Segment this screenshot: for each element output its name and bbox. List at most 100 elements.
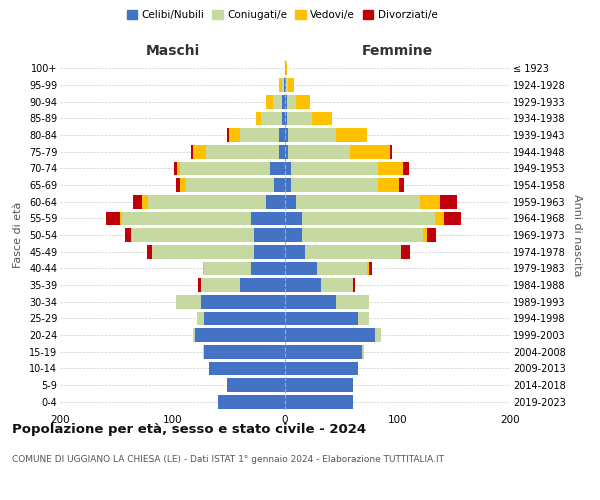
Bar <box>287 112 312 125</box>
Bar <box>131 228 132 242</box>
Bar <box>427 228 436 242</box>
Bar <box>240 278 285 292</box>
Bar <box>285 278 321 292</box>
Bar <box>285 262 317 275</box>
Bar <box>302 228 424 242</box>
Text: COMUNE DI UGGIANO LA CHIESA (LE) - Dati ISTAT 1° gennaio 2024 - Elaborazione TUT: COMUNE DI UGGIANO LA CHIESA (LE) - Dati … <box>12 455 444 464</box>
Bar <box>440 195 457 208</box>
Bar <box>195 328 285 342</box>
Bar <box>204 312 285 325</box>
Bar <box>302 212 434 225</box>
Bar <box>203 262 204 275</box>
Bar <box>379 178 398 192</box>
Bar <box>206 145 280 158</box>
Bar <box>296 95 310 108</box>
Bar <box>240 128 280 142</box>
Bar <box>285 312 358 325</box>
Bar <box>287 95 296 108</box>
Bar <box>197 312 204 325</box>
Bar <box>285 78 286 92</box>
Bar <box>256 112 262 125</box>
Bar <box>443 212 461 225</box>
Bar <box>176 178 181 192</box>
Bar <box>272 95 281 108</box>
Bar <box>271 162 285 175</box>
Bar <box>181 178 186 192</box>
Bar <box>262 112 281 125</box>
Bar <box>285 178 290 192</box>
Text: Femmine: Femmine <box>362 44 433 58</box>
Bar <box>289 128 335 142</box>
Bar <box>367 262 370 275</box>
Bar <box>142 195 148 208</box>
Bar <box>361 345 364 358</box>
Bar <box>285 345 361 358</box>
Bar <box>285 195 296 208</box>
Y-axis label: Fasce di età: Fasce di età <box>13 202 23 268</box>
Bar <box>227 378 285 392</box>
Bar <box>186 178 274 192</box>
Bar <box>280 145 285 158</box>
Bar <box>285 95 287 108</box>
Bar <box>285 378 353 392</box>
Bar <box>148 195 266 208</box>
Bar <box>191 145 193 158</box>
Bar <box>193 145 206 158</box>
Bar <box>289 145 350 158</box>
Legend: Celibi/Nubili, Coniugati/e, Vedovi/e, Divorziati/e: Celibi/Nubili, Coniugati/e, Vedovi/e, Di… <box>125 8 439 22</box>
Bar <box>200 295 285 308</box>
Bar <box>266 195 285 208</box>
Bar <box>177 162 181 175</box>
Bar <box>173 162 177 175</box>
Bar <box>106 212 119 225</box>
Bar <box>290 162 379 175</box>
Bar <box>285 295 335 308</box>
Y-axis label: Anni di nascita: Anni di nascita <box>572 194 583 276</box>
Bar <box>335 295 370 308</box>
Bar <box>285 162 290 175</box>
Bar <box>251 262 285 275</box>
Bar <box>176 295 200 308</box>
Bar <box>285 228 302 242</box>
Bar <box>403 162 409 175</box>
Bar <box>251 212 285 225</box>
Bar <box>285 62 287 75</box>
Bar <box>199 278 200 292</box>
Bar <box>286 78 289 92</box>
Bar <box>280 128 285 142</box>
Bar <box>204 345 285 358</box>
Bar <box>375 328 380 342</box>
Bar <box>317 262 367 275</box>
Bar <box>401 245 410 258</box>
Bar <box>218 395 285 408</box>
Text: Popolazione per età, sesso e stato civile - 2024: Popolazione per età, sesso e stato civil… <box>12 422 366 436</box>
Bar <box>285 328 375 342</box>
Text: Maschi: Maschi <box>145 44 200 58</box>
Bar <box>281 78 284 92</box>
Bar <box>353 278 355 292</box>
Bar <box>119 212 122 225</box>
Bar <box>254 245 285 258</box>
Bar <box>285 212 302 225</box>
Bar <box>321 278 353 292</box>
Bar <box>152 245 254 258</box>
Bar <box>193 328 195 342</box>
Bar <box>266 95 272 108</box>
Bar <box>281 112 285 125</box>
Bar <box>285 245 305 258</box>
Bar <box>424 228 427 242</box>
Bar <box>289 78 294 92</box>
Bar <box>227 128 229 142</box>
Bar <box>285 128 289 142</box>
Bar <box>285 362 358 375</box>
Bar <box>420 195 440 208</box>
Bar <box>335 128 367 142</box>
Bar <box>209 362 285 375</box>
Bar <box>284 78 285 92</box>
Bar <box>285 395 353 408</box>
Bar <box>200 278 240 292</box>
Bar <box>146 245 152 258</box>
Bar <box>285 112 287 125</box>
Bar <box>312 112 332 125</box>
Bar <box>229 128 240 142</box>
